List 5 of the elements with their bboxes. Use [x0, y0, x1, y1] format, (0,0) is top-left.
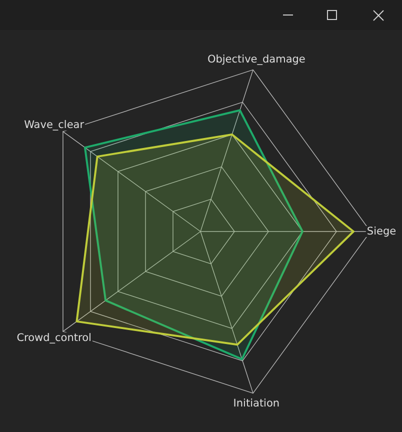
spoke-label: Crowd_control — [16, 332, 92, 344]
spoke-label: Wave_clear — [24, 119, 85, 132]
spoke-label: Siege — [366, 226, 396, 238]
spoke-label: Initiation — [233, 398, 280, 410]
spoke-label: Objective_damage — [207, 53, 306, 66]
